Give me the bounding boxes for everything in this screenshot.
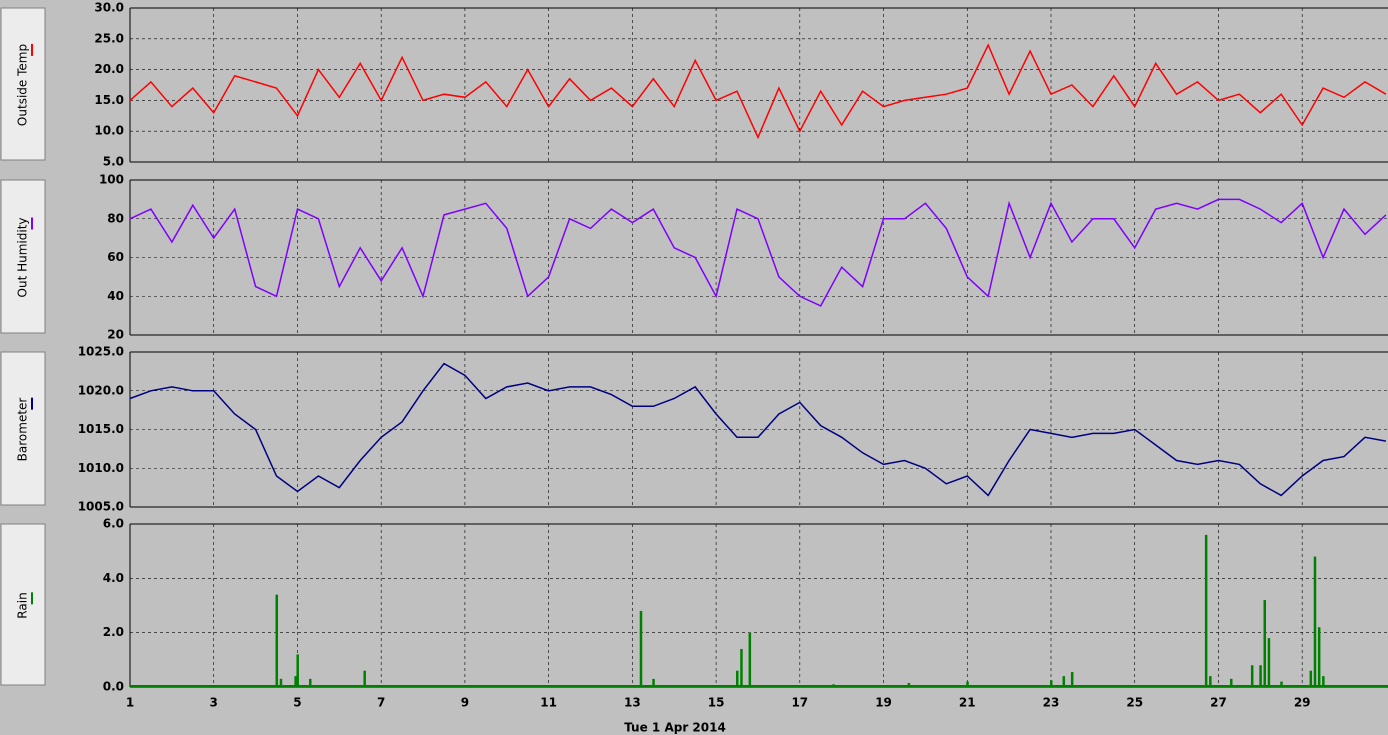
- x-tick-label: 5: [293, 696, 301, 710]
- plot-area: [130, 8, 1388, 162]
- x-tick-label: 13: [624, 696, 641, 710]
- x-tick-label: 29: [1294, 696, 1311, 710]
- y-tick-label: 20: [107, 328, 124, 342]
- bar: [294, 676, 297, 687]
- bar: [652, 678, 655, 687]
- axis-button[interactable]: Barometer: [0, 351, 46, 506]
- x-tick-label: 1: [126, 696, 134, 710]
- bar: [1313, 556, 1317, 687]
- bar: [1267, 638, 1271, 687]
- bar: [740, 648, 743, 687]
- axis-button[interactable]: Out Humidity: [0, 179, 46, 334]
- data-line: [129, 198, 1387, 307]
- bar: [1209, 676, 1212, 687]
- x-tick-label: 15: [708, 696, 725, 710]
- y-tick-label: 5.0: [103, 155, 124, 169]
- x-tick-label: 3: [210, 696, 218, 710]
- bar: [907, 682, 911, 687]
- y-tick-label: 40: [107, 289, 124, 303]
- bar: [748, 632, 752, 687]
- x-tick-label: 17: [791, 696, 808, 710]
- bar: [832, 684, 835, 687]
- button-face[interactable]: [0, 179, 46, 334]
- button-face[interactable]: [0, 7, 46, 161]
- y-tick-label: 80: [107, 211, 124, 225]
- bar: [1062, 676, 1066, 687]
- y-axis-label[interactable]: Barometer: [16, 398, 30, 462]
- bar: [966, 681, 969, 687]
- y-tick-label: 20.0: [94, 62, 124, 76]
- bar: [279, 678, 283, 687]
- y-tick-label: 1005.0: [78, 500, 124, 514]
- bar: [296, 654, 299, 687]
- y-tick-label: 30.0: [94, 1, 124, 15]
- bar: [1280, 681, 1283, 687]
- plot-area: [130, 180, 1388, 335]
- x-tick-label: 19: [875, 696, 892, 710]
- data-line: [129, 362, 1387, 497]
- y-tick-label: 1025.0: [78, 345, 124, 359]
- button-face[interactable]: [0, 351, 46, 506]
- x-tick-label: 25: [1126, 696, 1143, 710]
- y-axis-label[interactable]: Rain: [16, 592, 30, 618]
- y-tick-label: 60: [107, 250, 124, 264]
- bar: [309, 678, 312, 687]
- axis-button[interactable]: Rain: [0, 523, 46, 686]
- plot-area: [130, 352, 1388, 507]
- y-tick-label: 25.0: [94, 31, 124, 45]
- x-tick-label: 11: [540, 696, 557, 710]
- bar: [1309, 670, 1313, 687]
- axis-button[interactable]: Outside Temp: [0, 7, 46, 161]
- y-tick-label: 2.0: [103, 625, 124, 639]
- x-tick-label: 21: [959, 696, 976, 710]
- bar: [736, 670, 739, 687]
- y-tick-label: 100: [99, 173, 124, 187]
- y-tick-label: 0.0: [103, 680, 124, 694]
- y-axis-label[interactable]: Out Humidity: [16, 218, 30, 298]
- y-tick-label: 1015.0: [78, 422, 124, 436]
- bar: [1263, 600, 1267, 687]
- y-tick-label: 4.0: [103, 571, 124, 585]
- x-tick-label: 7: [377, 696, 385, 710]
- y-tick-label: 6.0: [103, 517, 124, 531]
- bar: [1070, 672, 1074, 687]
- x-tick-label: 23: [1043, 696, 1060, 710]
- button-face[interactable]: [0, 523, 46, 686]
- y-axis-label[interactable]: Outside Temp: [16, 44, 30, 126]
- bar: [1259, 665, 1262, 687]
- bar: [1250, 665, 1254, 687]
- data-line: [129, 43, 1387, 140]
- bar: [1322, 676, 1325, 687]
- bar: [639, 610, 643, 687]
- x-tick-label: 9: [461, 696, 469, 710]
- bar: [1317, 627, 1321, 687]
- y-tick-label: 15.0: [94, 93, 124, 107]
- x-axis-label: Tue 1 Apr 2014: [624, 721, 726, 735]
- y-tick-label: 1010.0: [78, 461, 124, 475]
- bar: [1230, 678, 1233, 687]
- y-tick-label: 10.0: [94, 124, 124, 138]
- bar: [1049, 680, 1053, 687]
- bar: [1204, 534, 1208, 687]
- bar: [363, 670, 366, 687]
- bar: [275, 594, 279, 687]
- y-tick-label: 1020.0: [78, 383, 124, 397]
- x-tick-label: 27: [1210, 696, 1227, 710]
- plot-area: [130, 524, 1388, 687]
